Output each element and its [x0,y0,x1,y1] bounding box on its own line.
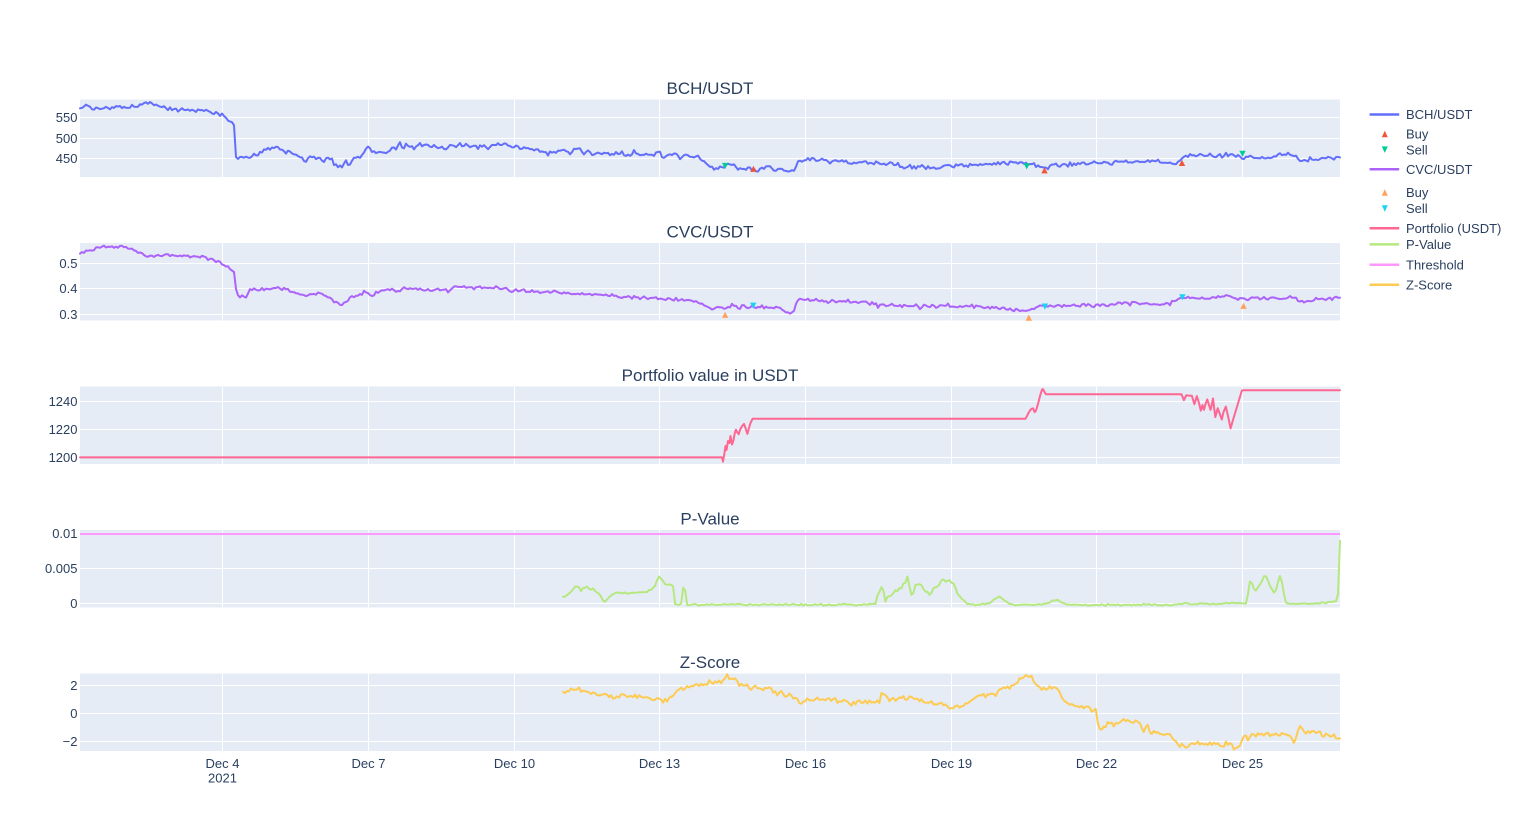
svg-text:Sell: Sell [1406,201,1428,216]
svg-text:Threshold: Threshold [1406,258,1464,273]
svg-text:0.3: 0.3 [59,307,77,322]
svg-text:P-Value: P-Value [1406,237,1451,252]
svg-text:Dec 10: Dec 10 [494,756,535,771]
svg-text:Dec 13: Dec 13 [639,756,680,771]
svg-text:0: 0 [70,596,77,611]
svg-text:BCH/USDT: BCH/USDT [1406,107,1473,122]
svg-text:0.5: 0.5 [59,256,77,271]
svg-text:1200: 1200 [49,450,78,465]
svg-text:CVC/USDT: CVC/USDT [667,223,754,242]
svg-text:Portfolio value in USDT: Portfolio value in USDT [622,366,799,385]
svg-text:Dec 19: Dec 19 [931,756,972,771]
svg-text:Portfolio (USDT): Portfolio (USDT) [1406,221,1501,236]
svg-text:Dec 16: Dec 16 [785,756,826,771]
svg-text:P-Value: P-Value [680,510,739,529]
svg-text:0: 0 [70,706,77,721]
svg-text:Buy: Buy [1406,127,1429,142]
svg-text:Z-Score: Z-Score [1406,278,1452,293]
svg-text:Dec 4: Dec 4 [206,756,240,771]
svg-text:Z-Score: Z-Score [680,653,740,672]
svg-text:Dec 22: Dec 22 [1076,756,1117,771]
svg-text:Sell: Sell [1406,142,1428,157]
svg-text:1240: 1240 [49,394,78,409]
svg-text:450: 450 [56,151,78,166]
svg-text:Dec 25: Dec 25 [1222,756,1263,771]
svg-text:2: 2 [70,678,77,693]
svg-text:−2: −2 [63,734,78,749]
svg-text:0.4: 0.4 [59,281,77,296]
svg-text:BCH/USDT: BCH/USDT [667,79,754,98]
svg-text:1220: 1220 [49,422,78,437]
svg-text:500: 500 [56,131,78,146]
svg-text:Dec 7: Dec 7 [352,756,386,771]
svg-text:CVC/USDT: CVC/USDT [1406,162,1473,177]
svg-text:2021: 2021 [208,771,237,786]
svg-text:Buy: Buy [1406,185,1429,200]
svg-text:550: 550 [56,110,78,125]
svg-text:0.01: 0.01 [52,526,77,541]
svg-text:0.005: 0.005 [45,561,78,576]
